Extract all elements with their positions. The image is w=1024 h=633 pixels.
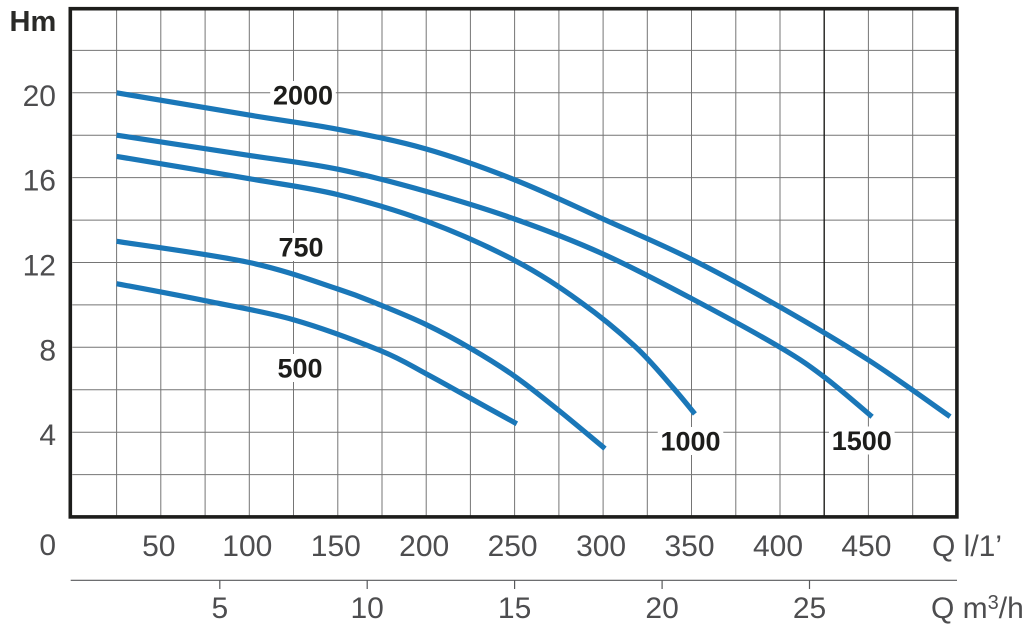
svg-text:20: 20 xyxy=(645,592,678,625)
svg-text:150: 150 xyxy=(311,530,361,563)
svg-text:300: 300 xyxy=(576,530,626,563)
svg-text:450: 450 xyxy=(841,530,891,563)
svg-text:4: 4 xyxy=(39,419,56,452)
svg-text:100: 100 xyxy=(222,530,272,563)
svg-text:350: 350 xyxy=(664,530,714,563)
svg-text:2000: 2000 xyxy=(273,81,333,111)
svg-text:1500: 1500 xyxy=(832,426,892,456)
svg-text:250: 250 xyxy=(488,530,538,563)
svg-text:Q l/1’: Q l/1’ xyxy=(932,530,1002,563)
svg-text:50: 50 xyxy=(142,530,175,563)
svg-text:10: 10 xyxy=(351,592,384,625)
svg-text:5: 5 xyxy=(211,592,228,625)
svg-text:200: 200 xyxy=(399,530,449,563)
svg-text:400: 400 xyxy=(753,530,803,563)
svg-text:12: 12 xyxy=(23,250,56,283)
svg-text:750: 750 xyxy=(278,233,323,263)
svg-text:16: 16 xyxy=(23,165,56,198)
svg-text:25: 25 xyxy=(793,592,826,625)
svg-text:15: 15 xyxy=(498,592,531,625)
svg-text:8: 8 xyxy=(39,334,56,367)
svg-text:0: 0 xyxy=(39,529,56,562)
svg-text:Hm: Hm xyxy=(10,6,57,38)
svg-text:20: 20 xyxy=(23,80,56,113)
svg-text:500: 500 xyxy=(277,354,322,384)
svg-text:1000: 1000 xyxy=(660,427,720,457)
svg-text:Q m3/h: Q m3/h xyxy=(931,592,1024,625)
